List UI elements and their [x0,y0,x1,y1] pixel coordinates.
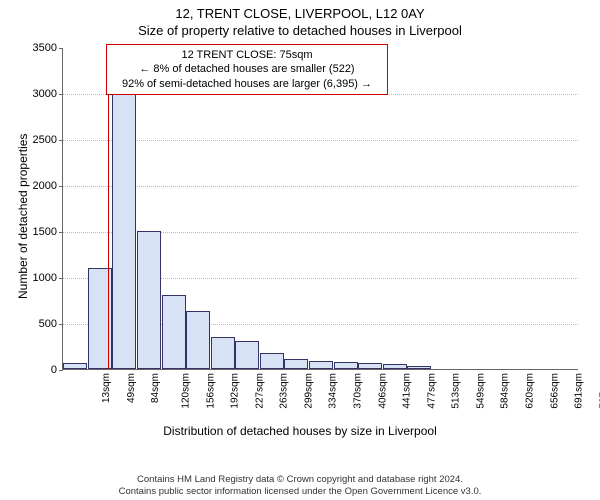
x-tick-label: 691sqm [574,373,585,409]
x-tick-label: 156sqm [205,373,216,409]
histogram-bar [383,364,407,369]
histogram-bar [63,363,87,369]
footer-line-2: Contains public sector information licen… [0,486,600,498]
x-tick-label: 13sqm [101,373,112,403]
y-tick-label: 500 [23,318,63,330]
y-tick-label: 0 [23,364,63,376]
x-tick-label: 263sqm [279,373,290,409]
histogram-bar [284,359,308,369]
y-tick-label: 3500 [23,42,63,54]
histogram-bar [112,79,136,369]
page-subtitle: Size of property relative to detached ho… [0,21,600,38]
x-tick-label: 406sqm [377,373,388,409]
histogram-bar [260,353,284,369]
y-axis-title: Number of detached properties [16,134,30,299]
histogram-bar [211,337,235,369]
histogram-bar [407,366,431,369]
annotation-line-2: ← 8% of detached houses are smaller (522… [113,62,381,76]
histogram-bar [137,231,161,369]
histogram-bar [334,362,358,369]
x-tick-label: 477sqm [426,373,437,409]
footer-line-1: Contains HM Land Registry data © Crown c… [0,474,600,486]
annotation-callout: 12 TRENT CLOSE: 75sqm ← 8% of detached h… [106,44,388,95]
x-tick-label: 513sqm [451,373,462,409]
histogram-bar [309,361,333,369]
annotation-line-3: 92% of semi-detached houses are larger (… [113,77,381,91]
histogram-bar [186,311,210,369]
x-tick-label: 549sqm [475,373,486,409]
property-marker-line [108,47,109,369]
chart-container: 12, TRENT CLOSE, LIVERPOOL, L12 0AY Size… [0,0,600,500]
footer-attribution: Contains HM Land Registry data © Crown c… [0,474,600,498]
y-tick-label: 3000 [23,88,63,100]
gridline [63,186,578,187]
gridline [63,140,578,141]
x-tick-label: 620sqm [525,373,536,409]
histogram-bar [162,295,186,369]
x-tick-label: 299sqm [303,373,314,409]
chart-plot-area: 050010001500200025003000350013sqm49sqm84… [62,48,578,370]
x-tick-label: 656sqm [549,373,560,409]
x-tick-label: 49sqm [126,373,137,403]
x-tick-label: 84sqm [150,373,161,403]
x-tick-label: 227sqm [254,373,265,409]
histogram-bar [235,341,259,369]
annotation-line-1: 12 TRENT CLOSE: 75sqm [113,48,381,62]
x-tick-label: 334sqm [328,373,339,409]
x-tick-label: 192sqm [230,373,241,409]
x-tick-label: 441sqm [402,373,413,409]
x-axis-title: Distribution of detached houses by size … [0,424,600,438]
x-tick-label: 584sqm [500,373,511,409]
x-tick-label: 370sqm [353,373,364,409]
histogram-bar [358,363,382,369]
x-tick-label: 120sqm [181,373,192,409]
page-title: 12, TRENT CLOSE, LIVERPOOL, L12 0AY [0,0,600,21]
